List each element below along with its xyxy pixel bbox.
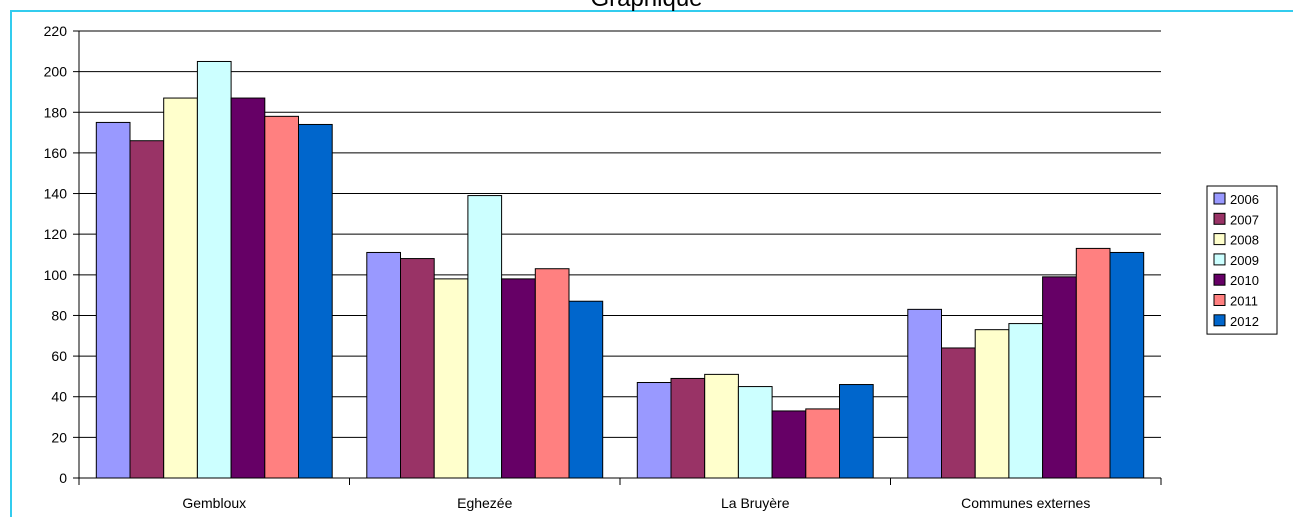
- bar: [366, 251, 401, 479]
- bar: [805, 408, 840, 479]
- legend-label: 2006: [1230, 192, 1259, 207]
- legend-swatch: [1213, 253, 1226, 266]
- bar: [1008, 323, 1044, 479]
- bar: [501, 278, 536, 479]
- chart-frame-top: [10, 10, 1293, 12]
- legend-swatch: [1213, 273, 1226, 286]
- bar: [907, 308, 942, 479]
- y-tick-label: 180: [44, 104, 68, 120]
- y-tick-label: 40: [51, 389, 67, 405]
- bar: [433, 278, 469, 479]
- y-tick-label: 100: [44, 267, 68, 283]
- y-tick-label: 0: [59, 470, 67, 486]
- bar: [704, 373, 739, 479]
- legend-swatch: [1213, 192, 1226, 205]
- y-tick-label: 20: [51, 429, 67, 445]
- legend-label: 2008: [1230, 233, 1259, 248]
- legend-label: 2012: [1230, 314, 1259, 329]
- bar: [534, 268, 570, 479]
- bar: [771, 410, 807, 479]
- bar: [95, 121, 131, 479]
- bar: [636, 382, 672, 479]
- legend-swatch: [1213, 314, 1226, 327]
- x-tick-label: La Bruyère: [721, 495, 790, 511]
- legend-swatch: [1213, 294, 1226, 306]
- y-tick-label: 80: [51, 307, 67, 323]
- bar: [129, 140, 165, 479]
- bar: [1109, 251, 1145, 479]
- legend-label: 2007: [1230, 212, 1259, 227]
- bar: [670, 377, 706, 479]
- bar: [298, 123, 333, 479]
- y-tick-label: 200: [44, 64, 68, 80]
- bar: [264, 115, 299, 479]
- legend-swatch: [1213, 233, 1226, 246]
- y-tick-label: 140: [44, 186, 68, 202]
- bar: [400, 258, 435, 479]
- bar: [941, 347, 976, 479]
- bar: [839, 384, 874, 479]
- x-tick-label: Eghezée: [457, 495, 512, 511]
- y-tick-label: 120: [44, 226, 68, 242]
- chart-frame-left: [10, 10, 12, 517]
- bar: [196, 60, 232, 479]
- x-tick-label: Communes externes: [961, 495, 1090, 511]
- bar: [1042, 276, 1077, 479]
- legend-swatch: [1213, 212, 1226, 225]
- bar: [163, 97, 198, 479]
- legend-label: 2010: [1230, 273, 1259, 288]
- chart-title: Graphique: [0, 0, 1293, 14]
- bar: [568, 300, 604, 479]
- bar: [230, 97, 266, 479]
- legend-label: 2009: [1230, 253, 1259, 268]
- legend-label: 2011: [1230, 294, 1258, 309]
- y-tick-label: 60: [51, 348, 67, 364]
- y-tick-label: 160: [44, 145, 68, 161]
- bar: [737, 386, 773, 479]
- bar: [974, 329, 1010, 479]
- bar: [1075, 247, 1111, 479]
- x-tick-label: Gembloux: [182, 495, 246, 511]
- bar: [467, 195, 503, 479]
- y-tick-label: 220: [44, 23, 68, 39]
